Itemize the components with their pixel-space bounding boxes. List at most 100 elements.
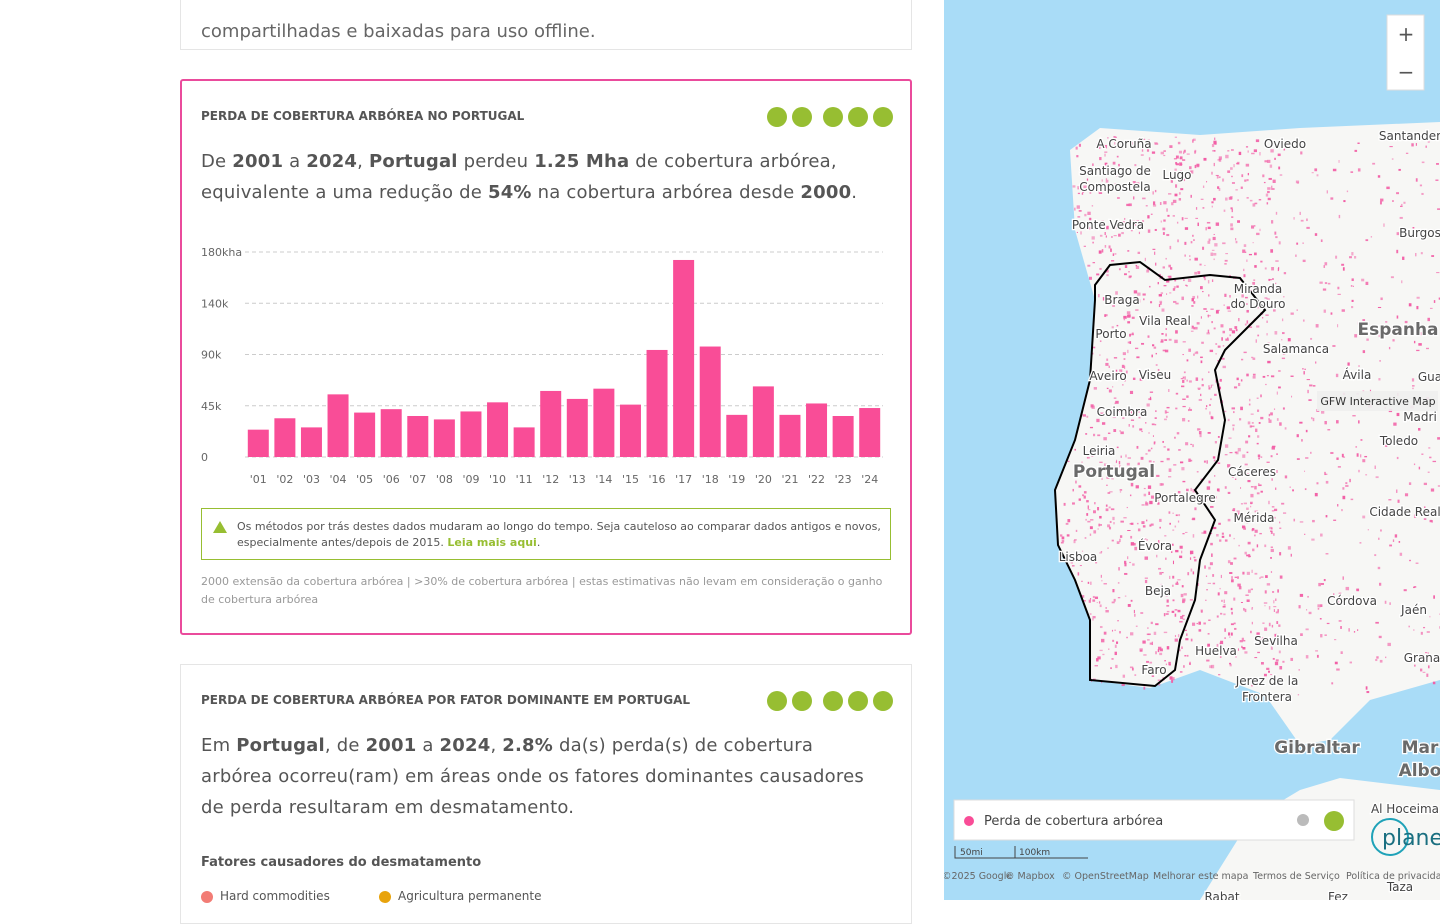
map-button[interactable] bbox=[767, 107, 787, 127]
loss-pixel bbox=[1177, 634, 1180, 638]
settings-button[interactable] bbox=[792, 107, 812, 127]
loss-pixel bbox=[1109, 520, 1112, 524]
loss-pixel bbox=[1421, 192, 1424, 195]
loss-pixel bbox=[1222, 365, 1226, 369]
loss-pixel bbox=[1192, 325, 1194, 328]
loss-pixel bbox=[1320, 239, 1323, 243]
loss-pixel bbox=[1310, 451, 1312, 454]
attribution[interactable]: ©2025 Google bbox=[944, 871, 1012, 882]
legend-label: Perda de cobertura arbórea bbox=[984, 814, 1163, 829]
info-button[interactable] bbox=[848, 691, 868, 711]
x-tick-label: '03 bbox=[303, 473, 320, 486]
loss-pixel bbox=[1254, 510, 1259, 513]
loss-pixel bbox=[1263, 602, 1268, 604]
loss-pixel bbox=[1298, 669, 1300, 671]
loss-pixel bbox=[1117, 597, 1121, 599]
loss-pixel bbox=[1221, 532, 1224, 535]
loss-pixel bbox=[1083, 495, 1086, 499]
place-label: Fez bbox=[1328, 890, 1348, 900]
loss-pixel bbox=[1231, 182, 1235, 184]
scale-label: 100km bbox=[1019, 848, 1050, 858]
loss-pixel bbox=[1185, 284, 1187, 286]
loss-pixel bbox=[1194, 164, 1197, 169]
loss-pixel bbox=[1105, 607, 1107, 609]
loss-pixel bbox=[1091, 454, 1094, 457]
loss-pixel bbox=[1093, 387, 1097, 390]
loss-pixel bbox=[1129, 494, 1132, 497]
loss-pixel bbox=[1367, 529, 1369, 531]
loss-pixel bbox=[1340, 626, 1342, 629]
loss-pixel bbox=[1216, 488, 1219, 491]
loss-pixel bbox=[1242, 249, 1246, 253]
loss-pixel bbox=[1166, 646, 1170, 650]
loss-pixel bbox=[1270, 646, 1273, 650]
loss-pixel bbox=[1238, 317, 1240, 322]
loss-pixel bbox=[1127, 457, 1131, 459]
attribution[interactable]: Melhorar este mapa bbox=[1153, 871, 1248, 882]
zoom-out-button[interactable]: − bbox=[1398, 60, 1415, 84]
loss-pixel bbox=[1247, 480, 1251, 483]
loss-pixel bbox=[1119, 631, 1121, 634]
x-tick-label: '07 bbox=[409, 473, 426, 486]
loss-pixel bbox=[1183, 665, 1185, 668]
loss-pixel bbox=[1273, 516, 1276, 519]
loss-pixel bbox=[1109, 303, 1111, 305]
summary-highlight: 2024 bbox=[306, 151, 358, 172]
download-button[interactable] bbox=[823, 107, 843, 127]
download-button[interactable] bbox=[823, 691, 843, 711]
loss-pixel bbox=[1276, 391, 1278, 395]
loss-pixel bbox=[1235, 451, 1239, 455]
summary-highlight: Portugal bbox=[369, 151, 458, 172]
loss-pixel bbox=[1208, 387, 1211, 390]
loss-pixel bbox=[1270, 530, 1273, 532]
attribution[interactable]: © Mapbox bbox=[1005, 871, 1055, 882]
share-button[interactable] bbox=[873, 107, 893, 127]
loss-pixel bbox=[1254, 265, 1257, 268]
zoom-control bbox=[1386, 14, 1425, 91]
read-more-link[interactable]: Leia mais aqui bbox=[447, 536, 537, 549]
loss-pixel bbox=[1126, 506, 1128, 509]
loss-pixel bbox=[1265, 193, 1269, 197]
loss-pixel bbox=[1268, 413, 1271, 417]
x-tick-label: '13 bbox=[569, 473, 586, 486]
attribution[interactable]: © OpenStreetMap bbox=[1062, 871, 1149, 882]
attribution[interactable]: Termos de Serviço bbox=[1252, 871, 1340, 882]
loss-pixel bbox=[1097, 528, 1099, 530]
loss-pixel bbox=[1268, 419, 1272, 423]
loss-pixel bbox=[1324, 282, 1328, 285]
loss-pixel bbox=[1237, 220, 1241, 223]
loss-pixel bbox=[1073, 207, 1076, 211]
bar bbox=[300, 427, 322, 457]
loss-pixel bbox=[1357, 321, 1360, 325]
loss-pixel bbox=[1230, 223, 1233, 227]
zoom-in-button[interactable]: + bbox=[1398, 22, 1415, 46]
loss-pixel bbox=[1193, 353, 1195, 356]
loss-pixel bbox=[1359, 376, 1362, 379]
loss-pixel bbox=[1152, 461, 1155, 463]
loss-pixel bbox=[1385, 656, 1387, 659]
loss-pixel bbox=[1130, 411, 1132, 415]
loss-pixel bbox=[1194, 271, 1198, 275]
place-label: Compostela bbox=[1079, 180, 1150, 194]
loss-pixel bbox=[1140, 169, 1144, 171]
loss-pixel bbox=[1211, 249, 1215, 251]
attribution[interactable]: Política de privacidade bbox=[1346, 871, 1440, 882]
settings-button[interactable] bbox=[792, 691, 812, 711]
loss-pixel bbox=[1207, 498, 1210, 501]
legend-toggle[interactable] bbox=[1297, 814, 1309, 826]
info-button[interactable] bbox=[848, 107, 868, 127]
map-button[interactable] bbox=[767, 691, 787, 711]
loss-pixel bbox=[1203, 157, 1207, 161]
legend-info[interactable] bbox=[1324, 811, 1344, 831]
loss-pixel bbox=[1119, 538, 1121, 543]
loss-pixel bbox=[1433, 300, 1436, 303]
loss-pixel bbox=[1176, 581, 1178, 584]
loss-pixel bbox=[1070, 561, 1073, 564]
loss-pixel bbox=[1219, 539, 1222, 542]
loss-pixel bbox=[1408, 482, 1412, 485]
loss-pixel bbox=[1101, 638, 1105, 643]
loss-pixel bbox=[1266, 320, 1268, 323]
share-button[interactable] bbox=[873, 691, 893, 711]
loss-pixel bbox=[1267, 197, 1271, 201]
